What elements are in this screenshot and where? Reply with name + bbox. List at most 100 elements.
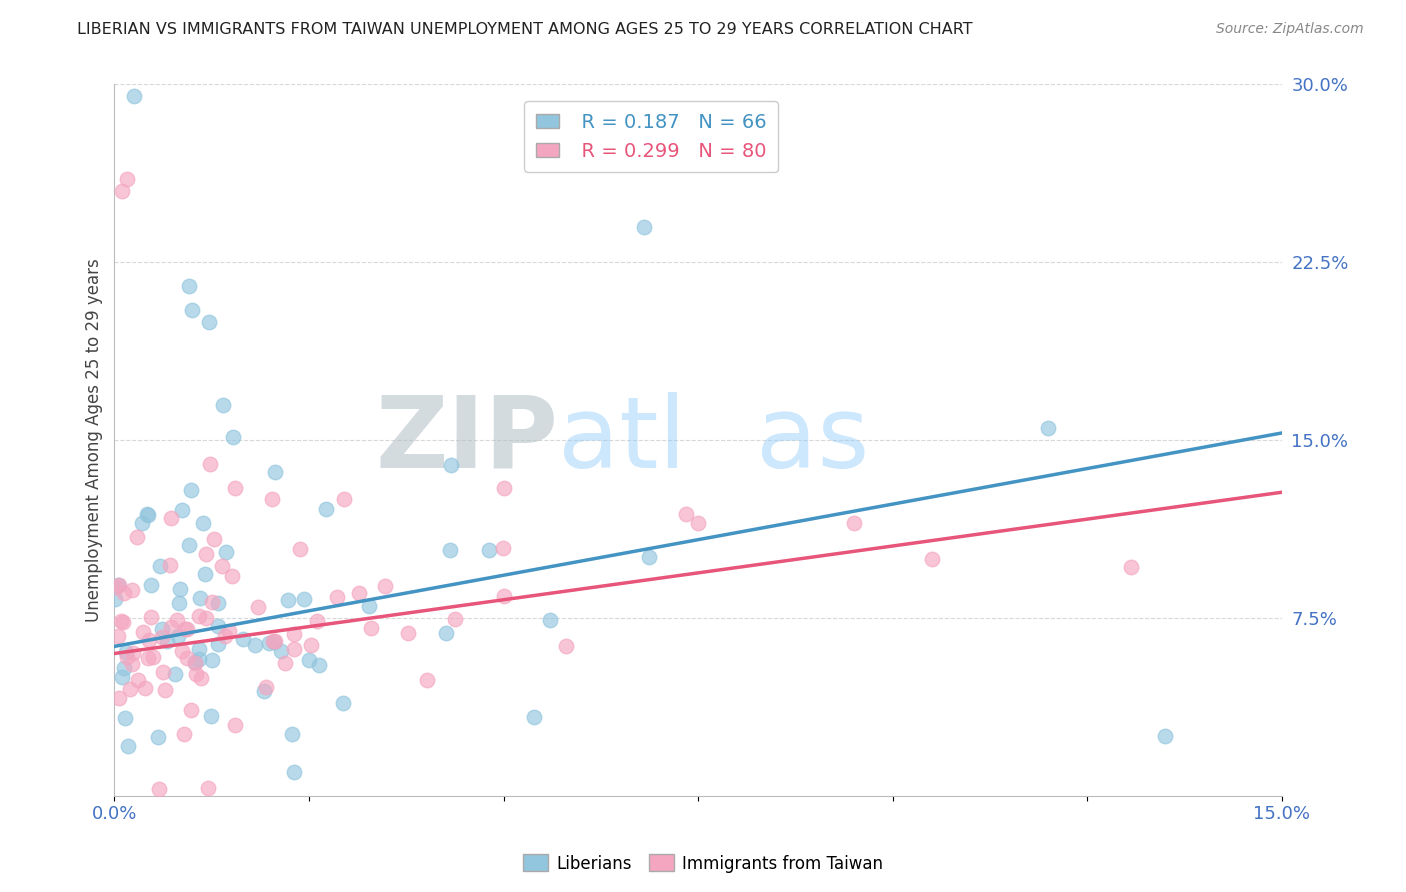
Point (416, 673, 439, 688)
Point (207, 596, 229, 610)
Point (245, 638, 267, 652)
Point (374, 579, 396, 593)
Point (492, 589, 515, 603)
Point (139, 578, 162, 592)
Point (187, 641, 209, 656)
Point (190, 671, 212, 685)
Point (184, 657, 207, 671)
Point (121, 646, 143, 660)
Point (263, 635, 285, 649)
Point (132, 624, 155, 639)
Point (180, 483, 202, 497)
Point (262, 634, 284, 648)
Point (222, 430, 245, 444)
Point (211, 398, 233, 412)
Point (107, 578, 129, 592)
Point (184, 667, 207, 681)
Point (253, 683, 276, 698)
Point (159, 558, 181, 573)
Point (292, 591, 315, 606)
Point (283, 764, 305, 779)
Point (198, 457, 221, 471)
Point (153, 682, 176, 697)
Point (218, 624, 240, 638)
Point (108, 691, 131, 706)
Point (181, 302, 204, 317)
Point (201, 653, 224, 667)
Point (114, 645, 136, 659)
Point (114, 711, 136, 725)
Point (201, 595, 224, 609)
Point (117, 739, 139, 754)
Point (188, 608, 211, 623)
Point (202, 532, 225, 546)
Point (221, 568, 243, 582)
Point (197, 780, 219, 795)
Point (305, 614, 328, 628)
Point (112, 586, 135, 600)
Point (299, 638, 322, 652)
Point (190, 591, 212, 606)
Point (270, 644, 292, 658)
Text: atl: atl (558, 392, 686, 489)
Point (686, 516, 709, 530)
Point (136, 651, 159, 665)
Point (112, 615, 135, 629)
Point (439, 543, 461, 558)
Point (167, 597, 190, 611)
Point (165, 667, 187, 681)
Point (276, 592, 298, 607)
Point (198, 314, 221, 328)
Point (180, 703, 202, 717)
Point (195, 547, 218, 561)
Point (434, 626, 457, 640)
Legend:   R = 0.187   N = 66,   R = 0.299   N = 80: R = 0.187 N = 66, R = 0.299 N = 80 (524, 102, 779, 172)
Point (207, 618, 229, 632)
Text: ZIP: ZIP (375, 392, 558, 489)
Point (156, 634, 179, 648)
Point (842, 516, 865, 530)
Point (200, 708, 222, 723)
Point (207, 637, 229, 651)
Point (1154, 730, 1177, 744)
Point (176, 651, 198, 665)
Point (142, 650, 165, 665)
Point (1119, 560, 1142, 574)
Point (298, 653, 321, 667)
Point (332, 696, 354, 710)
Point (281, 726, 304, 740)
Point (111, 670, 134, 684)
Point (440, 458, 463, 473)
Text: Source: ZipAtlas.com: Source: ZipAtlas.com (1216, 22, 1364, 37)
Point (263, 634, 285, 648)
Point (288, 542, 311, 557)
Text: LIBERIAN VS IMMIGRANTS FROM TAIWAN UNEMPLOYMENT AMONG AGES 25 TO 29 YEARS CORREL: LIBERIAN VS IMMIGRANTS FROM TAIWAN UNEMP… (77, 22, 973, 37)
Point (264, 465, 287, 479)
Point (150, 622, 173, 636)
Point (110, 614, 132, 628)
Point (478, 543, 501, 558)
Point (215, 545, 238, 559)
Point (131, 516, 153, 530)
Point (315, 501, 337, 516)
Point (359, 599, 381, 613)
Point (148, 731, 170, 745)
Point (105, 580, 128, 594)
Point (638, 549, 661, 564)
Point (174, 622, 197, 636)
Point (492, 481, 515, 495)
Point (214, 629, 236, 643)
Point (444, 612, 467, 626)
Legend: Liberians, Immigrants from Taiwan: Liberians, Immigrants from Taiwan (516, 847, 890, 880)
Point (152, 665, 174, 679)
Point (555, 639, 578, 653)
Point (538, 614, 561, 628)
Point (160, 511, 183, 525)
Point (260, 492, 283, 507)
Point (921, 551, 943, 566)
Point (308, 657, 330, 672)
Point (121, 583, 143, 598)
Point (633, 219, 655, 234)
Point (124, 89, 146, 103)
Point (398, 626, 420, 640)
